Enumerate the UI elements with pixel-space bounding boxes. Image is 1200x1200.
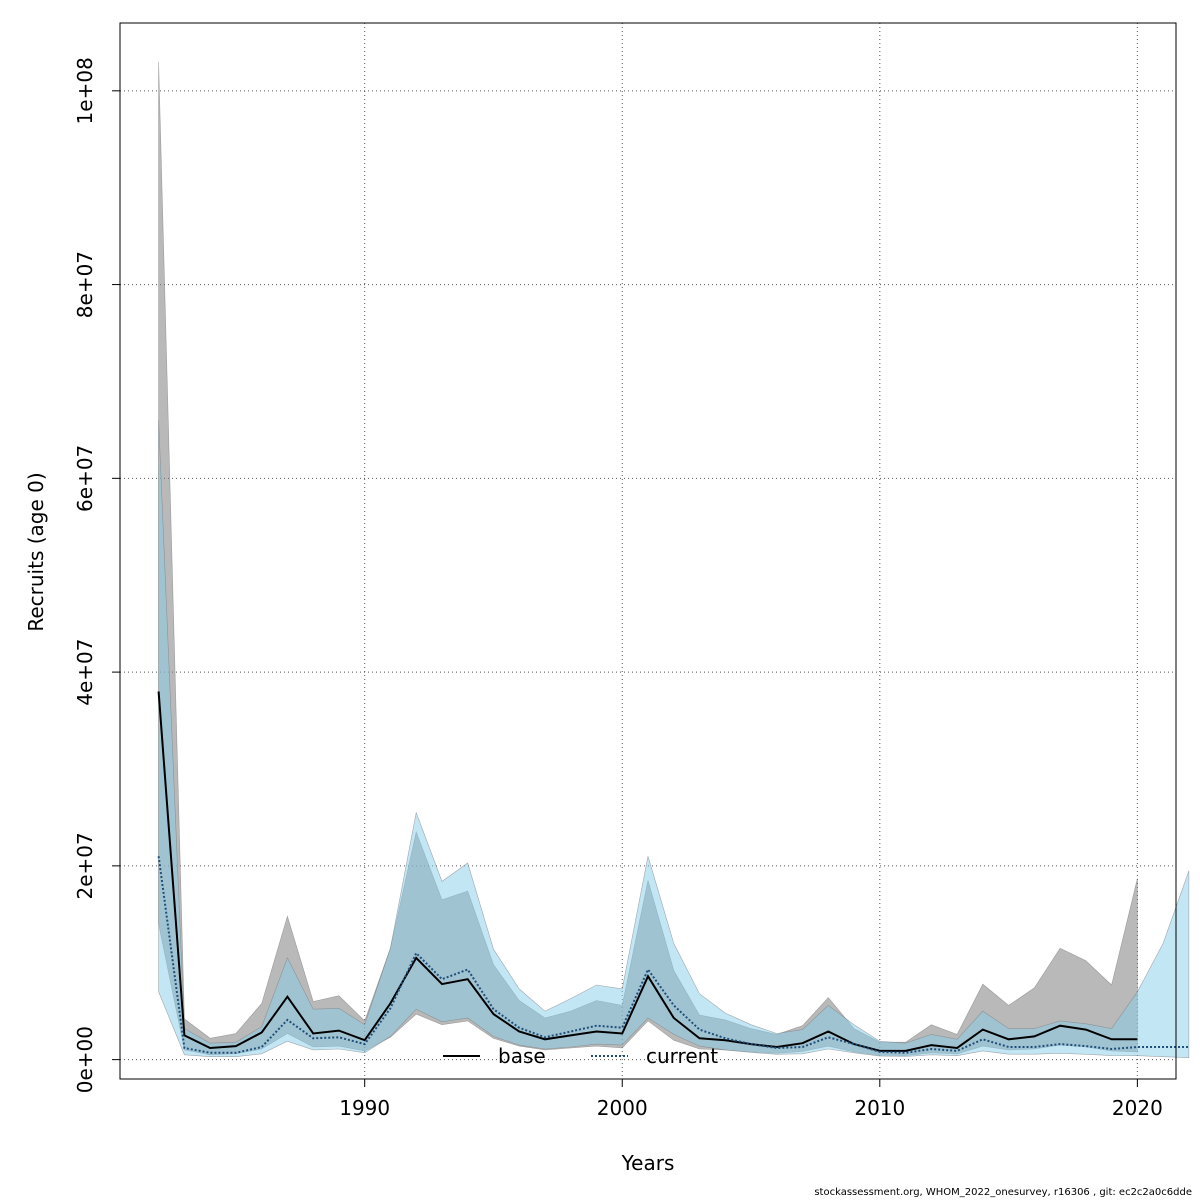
legend-label-current: current (646, 1044, 718, 1068)
x-tick-label: 1990 (339, 1096, 390, 1120)
y-tick-label: 8e+07 (73, 251, 97, 318)
legend-label-base: base (498, 1044, 546, 1068)
x-tick-label: 2020 (1112, 1096, 1163, 1120)
y-axis-label: Recruits (age 0) (24, 472, 48, 631)
legend: base current (443, 1044, 718, 1068)
x-tick-label: 2000 (597, 1096, 648, 1120)
y-tick-label: 6e+07 (73, 445, 97, 512)
x-axis-label: Years (621, 1151, 675, 1175)
x-tick-label: 2010 (854, 1096, 905, 1120)
footer-credit: stockassessment.org, WHOM_2022_onesurvey… (814, 1187, 1192, 1198)
plot-frame (119, 22, 1177, 1080)
base-line (157, 691, 1138, 1052)
confidence-bands (158, 61, 1190, 1059)
y-tick-label: 1e+08 (73, 57, 97, 124)
y-tick-label: 0e+00 (73, 1026, 97, 1093)
y-tick-label: 4e+07 (73, 638, 97, 705)
y-tick-label: 2e+07 (73, 832, 97, 899)
series-lines (157, 691, 1189, 1054)
x-axis-ticks: 1990 2000 2010 2020 (339, 1079, 1163, 1120)
y-axis-ticks: 0e+00 2e+07 4e+07 6e+07 8e+07 1e+08 (73, 57, 120, 1093)
current-confidence-band (158, 420, 1190, 1059)
